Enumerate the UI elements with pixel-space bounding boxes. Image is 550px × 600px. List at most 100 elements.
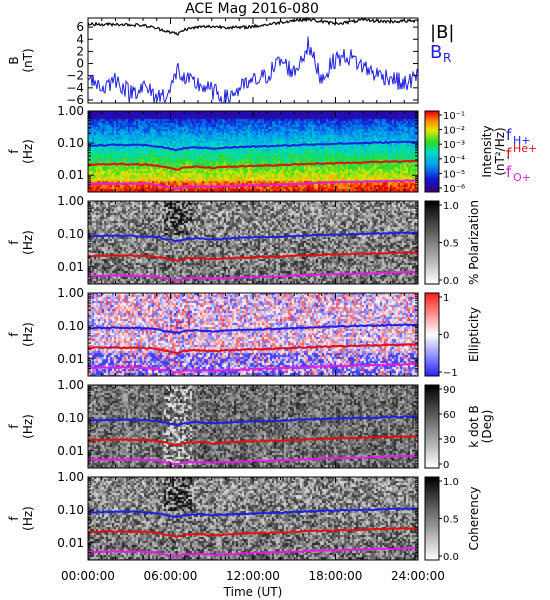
y-axis-units: (Hz) [21,322,35,347]
y-tick-label: 1.00 [57,194,84,208]
colorbar-tick-label: 0.0 [443,552,459,563]
curve-h-plus [88,323,419,334]
y-tick-label: 0.10 [57,136,84,150]
legend-f-o: f [506,163,512,181]
y-axis-label: f [7,516,21,521]
curve-h-plus [87,415,419,426]
legend-b-radial: B [430,42,442,63]
y-tick-label: −2 [66,69,84,83]
y-tick-label: 0.01 [57,352,84,366]
curve-o-plus [87,179,419,191]
colorbar-tick-label: 10⁻² [443,126,465,137]
labels: 10⁻¹ 10⁻² 10⁻³ 10⁻⁴ 10⁻⁵ 10⁻⁶ Intensity (nT²/Hz… [7,20,537,599]
colorbar-kdotb [425,385,439,468]
y-tick-label: 0.01 [57,168,84,182]
legend-f-h-index: H+ [513,134,531,147]
colorbar-polarization [425,201,439,284]
y-tick-label: 1.00 [57,286,84,300]
legend-b-radial-subscript: R [443,51,451,65]
colorbar-label: k dot B [467,405,481,447]
y-axis-units: (Hz) [21,230,35,255]
colorbar-label: Intensity [480,125,494,177]
y-tick-label: 6 [76,20,84,34]
colorbar-tick-label: 1.0 [443,477,459,488]
curve-he-plus [87,343,419,355]
y-tick-label: 0.01 [57,260,84,274]
y-tick-label: −6 [66,93,84,107]
b-axis-label: B [7,56,21,64]
x-axis-label: Time (UT) [223,585,283,599]
curve-h-plus [87,231,419,243]
y-axis-label: f [7,424,21,429]
legend-f-h: f [506,126,512,144]
spectrogram-ellipticity [88,293,418,376]
curve-h-plus [87,507,419,519]
colorbar-label: Coherency [467,486,481,550]
y-tick-label: 1.00 [57,104,84,118]
colorbar-tick-label: 10⁻⁶ [443,184,465,195]
colorbar-tick-label: 60 [443,410,456,421]
curve-he-plus [87,435,419,447]
curve-o-plus [87,546,419,559]
y-axis-label: f [7,240,21,245]
colorbar-coherency [425,477,439,560]
colorbar-tick-label: 10⁻⁵ [443,169,465,180]
colorbar-label: Ellipticity [467,307,481,362]
curve-h-plus [88,140,419,152]
data-lines [87,16,419,559]
y-tick-label: 0.10 [57,411,84,425]
panel-frame-b [87,17,419,104]
y-tick-label: 0.01 [57,536,84,550]
colorbar-tick-label: 10⁻¹ [443,111,465,122]
y-tick-label: 1.00 [57,378,84,392]
legend-f-he-index: He+ [513,142,537,155]
y-axis-label: f [7,332,21,337]
colorbar-ellipticity [425,293,439,376]
x-tick-label: 18:00:00 [309,569,363,583]
y-tick-label: 0.10 [57,503,84,517]
spectrogram-intensity [88,111,418,192]
colorbar-tick-label: 1 [443,293,449,304]
colorbar-tick-label: 0 [443,460,449,471]
y-axis-units: (Hz) [21,139,35,164]
colorbar-tick-label: 90 [443,385,456,396]
colorbar-tick-label: 0 [443,331,449,342]
colorbar-label-units: (Deg) [480,410,494,444]
y-tick-label: 1.00 [57,470,84,484]
colorbar-frame-intensity [424,110,440,193]
y-tick-label: 0.01 [57,444,84,458]
y-tick-label: 0 [76,57,84,71]
colorbar-tick-label: 30 [443,435,456,446]
colorbar-intensity [425,111,439,192]
colorbar-tick-label: 10⁻⁴ [443,155,465,166]
spectrogram-images [88,111,439,560]
y-tick-label: 0.10 [57,319,84,333]
legend-b-total: |B| [430,22,454,43]
colorbar-tick-label: 0.5 [443,515,459,526]
axes [87,17,442,561]
b-axis-units: (nT) [21,48,35,72]
figure-title: ACE Mag 2016-080 [185,1,319,17]
colorbar-label: % Polarization [467,200,481,285]
y-tick-label: 2 [76,44,84,58]
y-axis-label: f [7,149,21,154]
x-tick-label: 24:00:00 [391,569,445,583]
y-axis-units: (Hz) [21,506,35,531]
b-radial-line [87,36,419,104]
x-tick-label: 12:00:00 [226,569,280,583]
colorbar-label-units: (nT²/Hz) [493,127,507,175]
y-tick-label: 4 [76,32,84,46]
colorbar-tick-label: 10⁻³ [443,140,465,151]
y-axis-units: (Hz) [21,414,35,439]
x-tick-label: 00:00:00 [61,569,115,583]
curve-o-plus [87,270,419,282]
curve-he-plus [87,250,419,262]
curve-he-plus [87,159,419,171]
legend-f-o-index: O+ [513,171,531,184]
curve-he-plus [87,526,419,539]
legend-f-he: f [506,145,512,163]
spectrogram-coherency [88,477,418,560]
colorbar-tick-label: 1.0 [443,201,459,212]
spectrogram-kdotb [88,385,418,468]
